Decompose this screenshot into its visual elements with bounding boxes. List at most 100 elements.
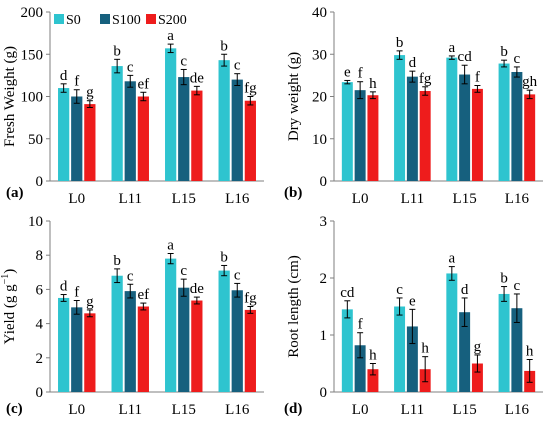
significance-letter: c: [127, 268, 134, 284]
x-tick-label: L16: [505, 402, 530, 418]
significance-letter: c: [127, 59, 134, 75]
y-tick-label: 8: [36, 248, 44, 264]
y-tick-label: 2: [36, 351, 44, 367]
bar-s100-l15: [178, 287, 190, 392]
x-tick-label: L15: [453, 191, 477, 207]
y-tick-label: 3: [320, 214, 328, 230]
y-tick-label: 0: [320, 174, 328, 190]
bar-s200-l16: [524, 94, 536, 181]
significance-letter: e: [409, 293, 416, 309]
bar-s100-l0: [71, 96, 83, 181]
significance-letter: c: [180, 263, 187, 279]
bar-s200-l0: [367, 95, 379, 181]
y-tick-label: 10: [28, 214, 43, 230]
significance-letter: d: [60, 68, 68, 84]
legend-swatch-s100: [100, 14, 110, 24]
y-tick-label: 1: [320, 328, 328, 344]
bar-s100-l16: [231, 290, 243, 392]
significance-letter: h: [369, 76, 377, 92]
significance-letter: fg: [419, 71, 432, 87]
significance-letter: g: [474, 339, 482, 355]
significance-letter: de: [190, 281, 205, 297]
significance-letter: c: [234, 267, 241, 283]
y-axis-label-text: Root length (cm): [286, 255, 302, 357]
y-tick-label: 50: [28, 132, 43, 148]
significance-letter: c: [234, 58, 241, 74]
significance-letter: f: [358, 66, 363, 82]
significance-letter: d: [461, 282, 469, 298]
bar-s0-l0: [58, 88, 70, 181]
significance-letter: h: [369, 348, 377, 364]
bar-s100-l0: [354, 345, 366, 392]
bar-s200-l15: [191, 300, 203, 392]
bar-s200-l16: [244, 309, 256, 392]
y-tick-label: 150: [21, 47, 44, 63]
significance-letter: c: [514, 278, 521, 294]
x-tick-label: L0: [68, 402, 85, 418]
x-tick-label: L11: [401, 191, 425, 207]
bar-s0-l0: [341, 309, 353, 392]
significance-letter: f: [475, 70, 480, 86]
significance-letter: b: [220, 249, 228, 265]
significance-letter: a: [167, 28, 174, 44]
legend-swatch-s0: [54, 14, 64, 24]
bar-s0-l0: [58, 297, 70, 392]
significance-letter: a: [167, 237, 174, 253]
legend: S0 S100 S200: [54, 13, 187, 28]
significance-letter: g: [86, 85, 94, 101]
bar-s0-l16: [218, 270, 230, 392]
significance-letter: g: [86, 294, 94, 310]
y-axis-label-end: ): [2, 269, 18, 274]
bar-s200-l15: [191, 90, 203, 181]
significance-letter: b: [396, 35, 404, 51]
legend-label: S200: [158, 13, 187, 28]
y-tick-label: 40: [312, 5, 327, 21]
bar-s200-l15: [471, 88, 483, 181]
bar-s0-l11: [111, 275, 123, 392]
y-axis-label: Root length (cm): [286, 255, 302, 357]
y-tick-label: 0: [36, 385, 44, 401]
y-axis-label-text: Fresh Weight (g): [2, 46, 18, 147]
significance-letter: d: [409, 55, 417, 71]
bar-s100-l15: [178, 77, 190, 181]
significance-letter: b: [113, 253, 121, 269]
significance-letter: f: [74, 74, 79, 90]
significance-letter: b: [500, 271, 508, 287]
x-tick-label: L16: [225, 191, 250, 207]
legend-label: S0: [66, 13, 81, 28]
x-tick-label: L11: [401, 402, 425, 418]
bar-s100-l16: [511, 308, 523, 392]
legend-label: S100: [112, 13, 141, 28]
y-axis-label: Fresh Weight (g): [2, 46, 18, 147]
significance-letter: h: [526, 344, 534, 360]
y-tick-label: 20: [312, 90, 327, 106]
significance-letter: cd: [458, 49, 473, 65]
significance-letter: e: [344, 64, 351, 80]
bar-s100-l11: [406, 326, 418, 392]
y-axis-label-superscript: −1: [0, 274, 11, 285]
y-tick-label: 200: [21, 5, 44, 21]
significance-letter: c: [180, 53, 187, 69]
panel-label: (a): [6, 185, 24, 201]
significance-letter: a: [448, 40, 455, 56]
bar-s100-l11: [124, 81, 136, 181]
significance-letter: fg: [244, 291, 257, 307]
bar-s100-l15: [459, 74, 471, 181]
x-tick-label: L0: [352, 191, 369, 207]
bar-s200-l0: [84, 104, 96, 181]
bar-s100-l11: [124, 291, 136, 392]
y-tick-label: 30: [312, 47, 327, 63]
significance-letter: h: [421, 341, 429, 357]
x-tick-label: L11: [118, 402, 142, 418]
bar-s0-l15: [446, 57, 458, 181]
bar-s200-l11: [419, 91, 431, 181]
significance-letter: a: [448, 251, 455, 267]
significance-letter: c: [514, 51, 521, 67]
bar-s0-l11: [111, 66, 123, 181]
x-tick-label: L0: [68, 191, 85, 207]
bar-s100-l15: [459, 312, 471, 392]
y-tick-label: 0: [36, 174, 44, 190]
